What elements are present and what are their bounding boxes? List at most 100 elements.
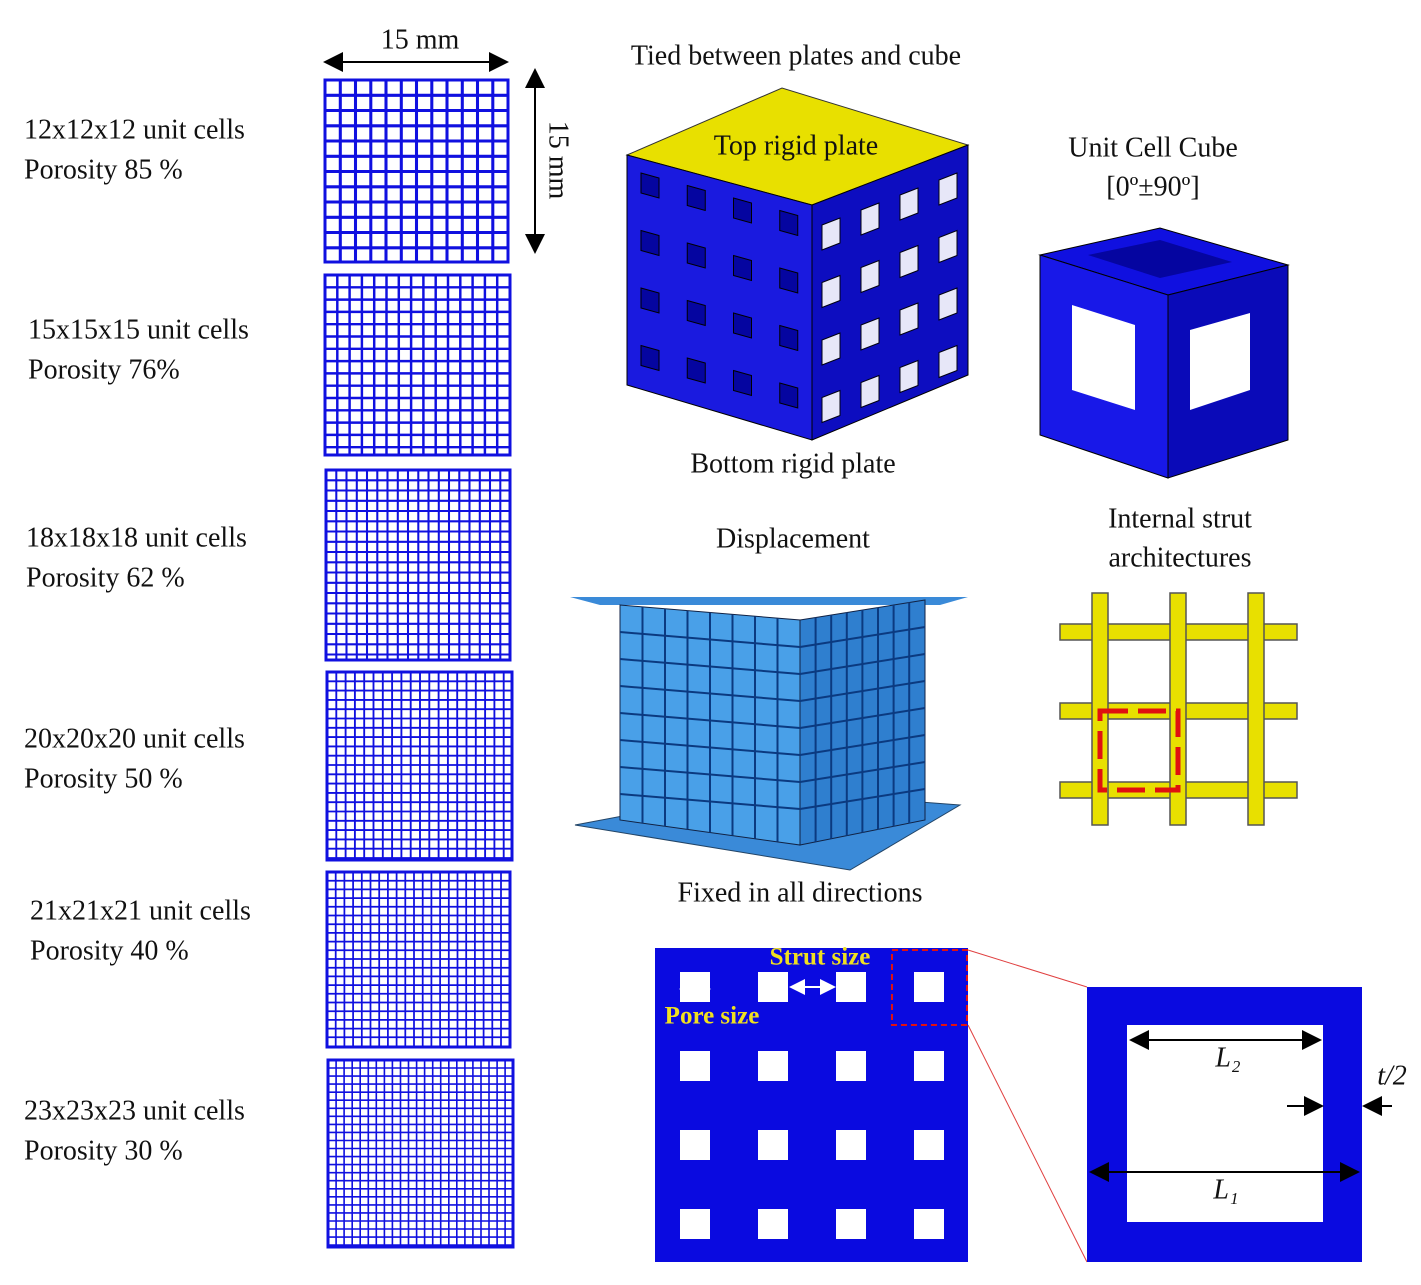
- fe-strut: [799, 761, 926, 783]
- cube-window: [938, 344, 958, 379]
- pore: [680, 1051, 710, 1081]
- pore: [836, 1209, 866, 1239]
- unit-cell-orientation: [0º±90º]: [1106, 171, 1199, 202]
- lattice-cube: [625, 87, 970, 441]
- panel-label: 12x12x12 unit cells: [24, 114, 245, 145]
- cube-window: [640, 344, 660, 372]
- panel-label: 18x18x18 unit cells: [26, 522, 247, 553]
- strut-architecture: [1059, 592, 1298, 826]
- cube-window: [821, 274, 841, 309]
- pore: [758, 1209, 788, 1239]
- cube-window: [733, 197, 752, 224]
- lattice-lines: [326, 470, 510, 660]
- panel-label: 23x23x23 unit cells: [24, 1095, 245, 1126]
- pore: [758, 1051, 788, 1081]
- pore: [836, 1130, 866, 1160]
- cube-window: [733, 369, 752, 397]
- fe-title: Displacement: [716, 523, 870, 554]
- cube-window: [640, 287, 660, 314]
- panel-porosity: Porosity 40 %: [30, 935, 189, 966]
- width-label: 15 mm: [381, 24, 460, 55]
- lattice-grids: [323, 78, 515, 1249]
- cube-window: [686, 184, 706, 212]
- cube-window: [733, 312, 752, 339]
- panel-porosity: Porosity 62 %: [26, 562, 185, 593]
- cube-window: [860, 317, 880, 351]
- fe-model: [570, 597, 968, 871]
- strut-title: Internal strut: [1108, 503, 1252, 534]
- panel-label: 15x15x15 unit cells: [28, 314, 249, 345]
- pore: [680, 1130, 710, 1160]
- fe-bottom-label: Fixed in all directions: [678, 877, 923, 908]
- cube-window: [938, 287, 958, 321]
- pore: [914, 1051, 944, 1081]
- bottom-plate-label: Bottom rigid plate: [690, 448, 895, 479]
- fe-strut: [799, 707, 926, 729]
- cube-window: [938, 229, 958, 264]
- lattice-lines: [327, 872, 510, 1047]
- lattice-lines: [327, 672, 512, 860]
- cube-window: [899, 244, 919, 279]
- lattice-frame: [323, 273, 512, 457]
- panel-porosity: Porosity 76%: [28, 354, 180, 385]
- pore: [836, 972, 866, 1002]
- unit-cell-title: Unit Cell Cube: [1068, 132, 1238, 163]
- cube-window: [640, 172, 660, 199]
- fe-strut: [799, 788, 926, 810]
- lattice-lines: [325, 80, 508, 262]
- cube-window: [640, 229, 660, 257]
- cube-window: [899, 302, 919, 336]
- cube-window: [860, 374, 880, 409]
- l2-label: L₂: [1214, 1042, 1241, 1073]
- cube-window: [779, 324, 799, 352]
- pore: [680, 972, 710, 1002]
- fe-strut: [619, 793, 801, 810]
- panel-porosity: Porosity 50 %: [24, 763, 183, 794]
- lattice-lines: [328, 1060, 513, 1247]
- cube-window: [686, 242, 706, 269]
- pore-size-label: Pore size: [665, 1003, 760, 1030]
- unit-cell-cube: [1038, 227, 1290, 479]
- cube-window: [899, 187, 919, 221]
- pore: [758, 972, 788, 1002]
- fe-strut: [799, 734, 926, 756]
- l1-label: L₁: [1212, 1174, 1238, 1205]
- lattice-lines: [325, 275, 510, 455]
- pore: [914, 972, 944, 1002]
- strut-size-label: Strut size: [770, 944, 871, 971]
- fe-strut: [619, 712, 801, 729]
- cube-window: [686, 357, 706, 384]
- cube-window: [860, 202, 880, 236]
- panel-porosity: Porosity 85 %: [24, 154, 183, 185]
- cube-window: [821, 217, 841, 251]
- cube-window: [779, 382, 799, 409]
- half-thickness-label: t/2: [1377, 1060, 1407, 1091]
- fe-strut: [619, 766, 801, 783]
- cross-section: [655, 948, 1088, 1263]
- pore: [914, 1130, 944, 1160]
- cube-window: [860, 259, 880, 294]
- height-label: 15 mm: [543, 121, 574, 200]
- zoom-cell: [1087, 987, 1392, 1262]
- cube-window: [686, 299, 706, 327]
- strut-title: architectures: [1108, 542, 1251, 573]
- cube-window: [779, 209, 799, 237]
- panel-porosity: Porosity 30 %: [24, 1135, 183, 1166]
- lattice-frame: [326, 1058, 515, 1249]
- panel-label: 21x21x21 unit cells: [30, 895, 251, 926]
- cube-window: [938, 172, 958, 206]
- fe-strut: [619, 739, 801, 756]
- top-plate-label: Top rigid plate: [714, 130, 878, 161]
- cube-window: [779, 267, 799, 294]
- pore: [758, 1130, 788, 1160]
- panel-label: 20x20x20 unit cells: [24, 723, 245, 754]
- pore: [836, 1051, 866, 1081]
- cube-window: [821, 389, 841, 424]
- cube-window: [821, 332, 841, 366]
- pore: [680, 1209, 710, 1239]
- cube-window: [899, 359, 919, 394]
- pore: [914, 1209, 944, 1239]
- cube-window: [733, 254, 752, 282]
- cube-title: Tied between plates and cube: [631, 40, 961, 71]
